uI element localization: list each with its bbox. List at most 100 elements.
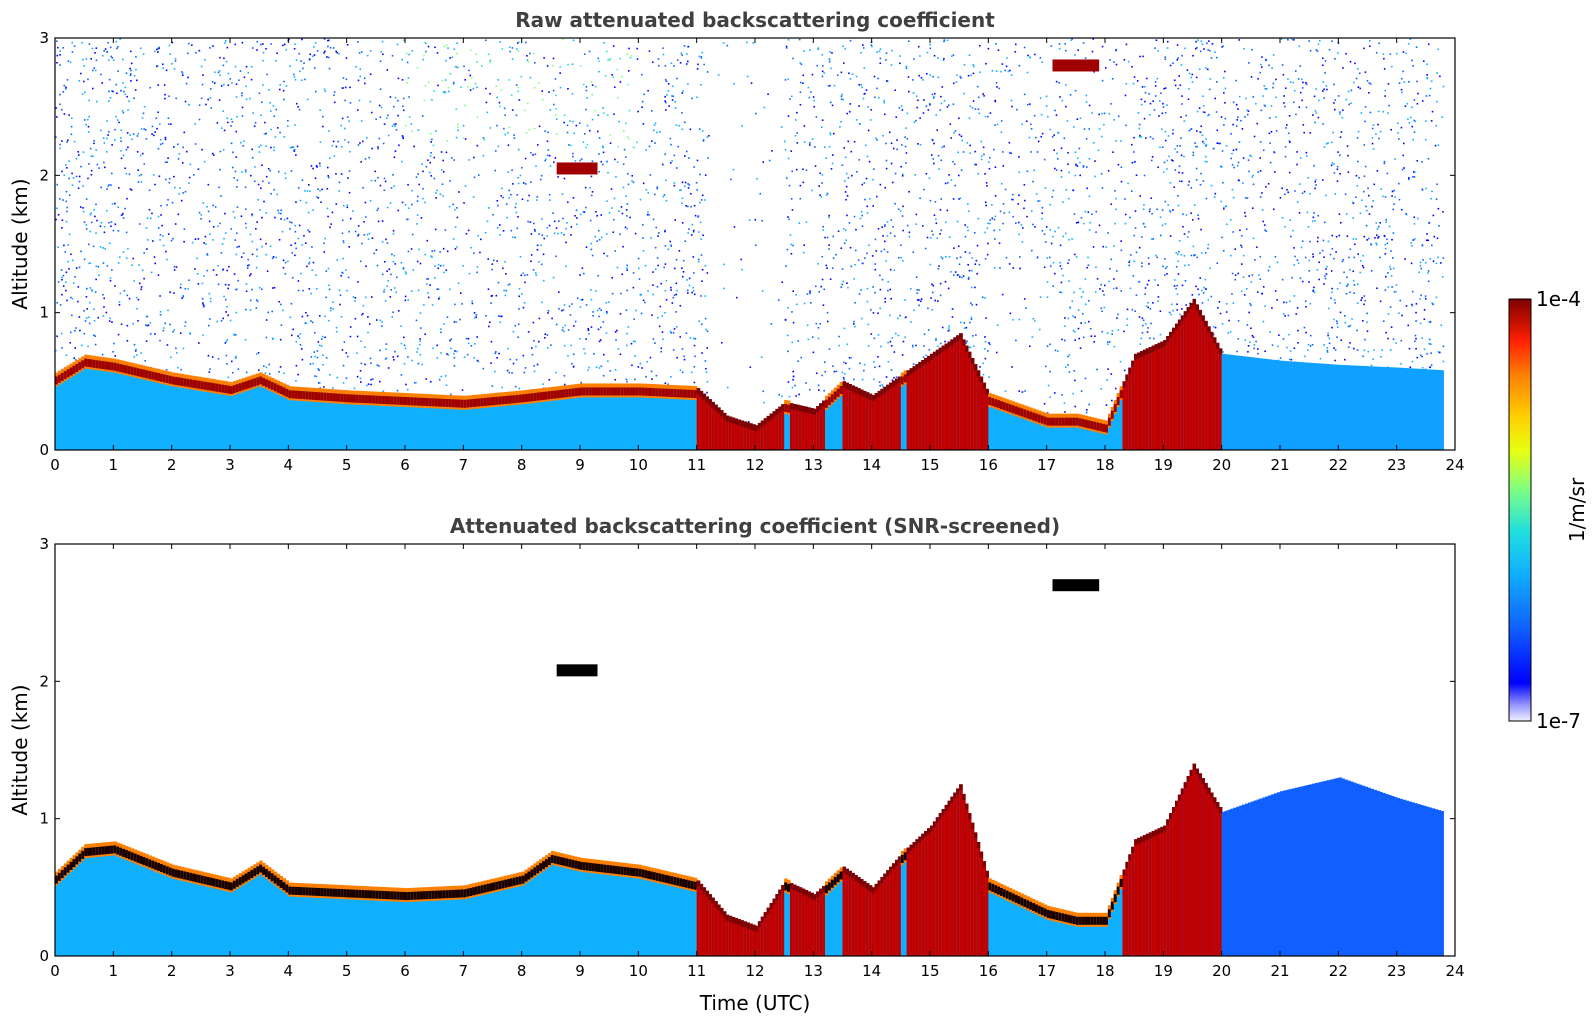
noise-pixel bbox=[972, 72, 975, 75]
noise-pixel bbox=[667, 83, 670, 85]
noise-pixel bbox=[1058, 42, 1061, 45]
noise-pixel bbox=[636, 141, 638, 144]
noise-pixel bbox=[254, 121, 257, 124]
noise-pixel bbox=[244, 186, 247, 189]
noise-pixel bbox=[1222, 181, 1224, 184]
noise-pixel bbox=[68, 160, 70, 163]
noise-pixel bbox=[1305, 151, 1308, 154]
noise-pixel bbox=[131, 138, 133, 141]
noise-pixel bbox=[569, 120, 571, 122]
noise-pixel bbox=[694, 355, 696, 358]
noise-pixel bbox=[489, 59, 492, 62]
noise-pixel bbox=[1259, 157, 1262, 159]
noise-pixel bbox=[113, 138, 116, 141]
noise-pixel bbox=[181, 297, 183, 299]
noise-pixel bbox=[1101, 79, 1104, 82]
noise-pixel bbox=[174, 223, 177, 225]
noise-pixel bbox=[809, 292, 811, 295]
noise-pixel bbox=[359, 260, 362, 263]
noise-pixel bbox=[294, 124, 296, 126]
noise-pixel bbox=[257, 183, 260, 186]
noise-pixel bbox=[456, 350, 458, 353]
noise-pixel bbox=[1087, 211, 1090, 213]
noise-pixel bbox=[642, 299, 645, 302]
noise-pixel bbox=[90, 155, 93, 158]
noise-pixel bbox=[701, 130, 704, 132]
noise-pixel bbox=[1244, 215, 1247, 218]
noise-pixel bbox=[1255, 340, 1257, 343]
noise-pixel bbox=[1046, 281, 1049, 283]
noise-pixel bbox=[1210, 184, 1213, 187]
noise-pixel bbox=[1208, 49, 1211, 52]
noise-pixel bbox=[1372, 148, 1375, 150]
noise-pixel bbox=[1041, 230, 1044, 232]
noise-pixel bbox=[1243, 294, 1246, 296]
noise-pixel bbox=[894, 202, 896, 205]
noise-pixel bbox=[88, 115, 90, 118]
noise-pixel bbox=[367, 238, 370, 240]
noise-pixel bbox=[130, 62, 133, 65]
noise-pixel bbox=[368, 232, 371, 235]
noise-pixel bbox=[518, 99, 521, 101]
noise-pixel bbox=[794, 134, 797, 137]
noise-pixel bbox=[1242, 254, 1245, 257]
noise-pixel bbox=[185, 82, 188, 85]
noise-pixel bbox=[879, 183, 882, 186]
noise-pixel bbox=[904, 299, 906, 301]
noise-pixel bbox=[1375, 234, 1378, 237]
noise-pixel bbox=[694, 214, 697, 217]
noise-pixel bbox=[474, 343, 476, 345]
noise-pixel bbox=[106, 209, 108, 212]
noise-pixel bbox=[781, 395, 783, 398]
noise-pixel bbox=[1114, 387, 1117, 390]
noise-pixel bbox=[1344, 314, 1346, 317]
noise-pixel bbox=[105, 311, 108, 314]
noise-pixel bbox=[533, 86, 536, 89]
noise-pixel bbox=[1390, 250, 1392, 252]
noise-pixel bbox=[1057, 350, 1059, 352]
noise-pixel bbox=[1322, 123, 1324, 125]
noise-pixel bbox=[787, 115, 790, 117]
noise-pixel bbox=[411, 130, 413, 132]
noise-pixel bbox=[1353, 292, 1355, 294]
noise-pixel bbox=[422, 188, 424, 190]
noise-pixel bbox=[1018, 233, 1020, 236]
noise-pixel bbox=[923, 99, 925, 101]
noise-pixel bbox=[609, 58, 612, 60]
noise-pixel bbox=[848, 367, 851, 370]
noise-pixel bbox=[499, 105, 501, 108]
noise-pixel bbox=[355, 65, 357, 68]
noise-pixel bbox=[113, 342, 115, 345]
noise-pixel bbox=[476, 116, 479, 119]
noise-pixel bbox=[812, 351, 815, 354]
noise-pixel bbox=[1372, 358, 1374, 360]
noise-pixel bbox=[962, 275, 965, 277]
noise-pixel bbox=[657, 264, 659, 267]
noise-pixel bbox=[322, 354, 324, 357]
noise-pixel bbox=[1126, 308, 1129, 311]
noise-pixel bbox=[103, 142, 106, 144]
noise-pixel bbox=[1439, 262, 1442, 264]
noise-pixel bbox=[307, 184, 310, 186]
noise-pixel bbox=[789, 98, 791, 100]
noise-pixel bbox=[696, 68, 699, 70]
noise-pixel bbox=[383, 288, 386, 291]
noise-pixel bbox=[1373, 183, 1376, 186]
noise-pixel bbox=[749, 366, 752, 369]
noise-pixel bbox=[331, 211, 334, 214]
noise-pixel bbox=[1021, 123, 1023, 126]
noise-pixel bbox=[60, 108, 63, 111]
noise-pixel bbox=[690, 371, 693, 374]
noise-pixel bbox=[81, 93, 84, 95]
noise-pixel bbox=[366, 384, 368, 387]
noise-pixel bbox=[110, 221, 113, 223]
noise-pixel bbox=[572, 152, 574, 155]
noise-pixel bbox=[528, 128, 531, 131]
noise-pixel bbox=[681, 275, 684, 278]
noise-pixel bbox=[788, 395, 791, 398]
noise-pixel bbox=[860, 52, 862, 54]
noise-pixel bbox=[453, 356, 456, 359]
noise-pixel bbox=[799, 91, 802, 94]
noise-pixel bbox=[689, 128, 692, 131]
noise-pixel bbox=[1140, 103, 1143, 106]
